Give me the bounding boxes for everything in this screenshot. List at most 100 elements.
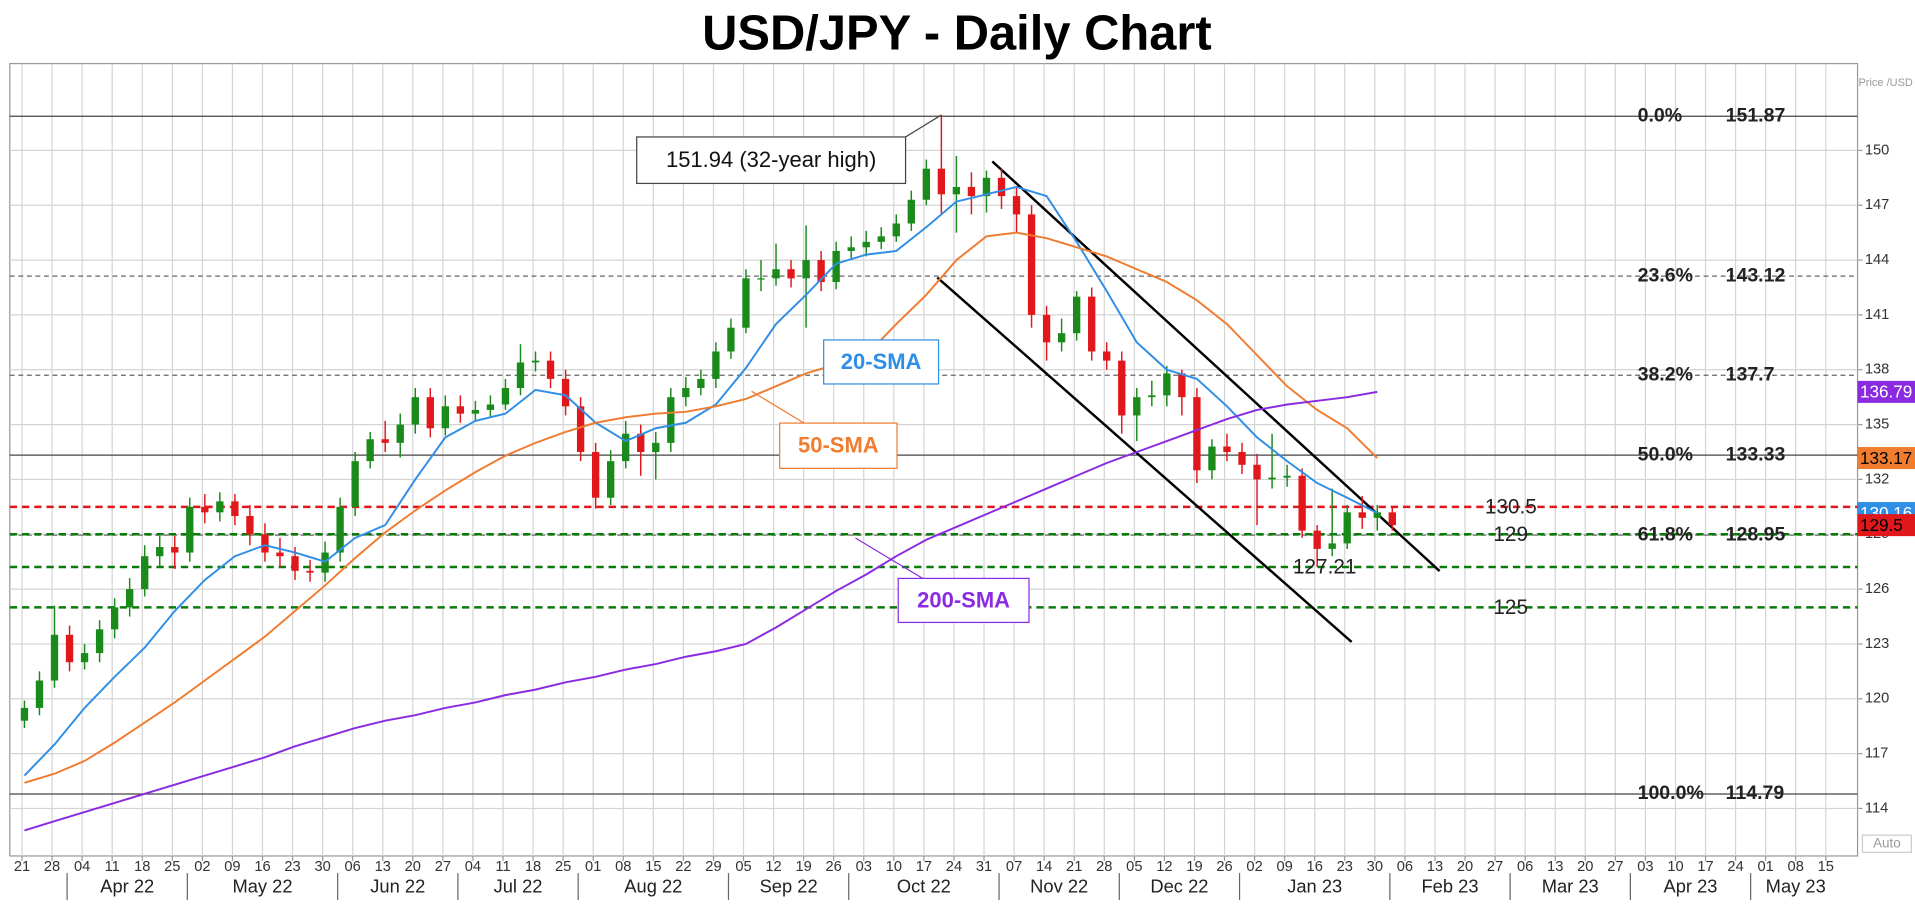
candle-body: [787, 269, 795, 279]
x-tick-label: 25: [555, 859, 571, 875]
candle-body: [261, 534, 269, 553]
candle-body: [306, 570, 314, 573]
price-box: [1857, 447, 1915, 470]
chart-title: USD/JPY - Daily Chart: [702, 7, 1212, 61]
channel-line: [991, 160, 1441, 572]
x-tick-label: 12: [765, 859, 781, 875]
x-tick-label: 30: [1367, 859, 1383, 875]
y-tick-label: 114: [1865, 800, 1888, 816]
x-tick-label: 17: [916, 859, 932, 875]
auto-label[interactable]: Auto: [1873, 835, 1901, 850]
candle-body: [907, 199, 915, 224]
candle-body: [937, 168, 946, 195]
month-label: Apr 23: [1664, 876, 1718, 897]
candle-body: [1343, 512, 1351, 544]
x-tick-label: 22: [675, 859, 691, 875]
fib-label: 23.6%: [1638, 264, 1693, 286]
x-tick-label: 03: [856, 859, 872, 875]
grid: [9, 63, 1863, 900]
price-box: [1857, 514, 1915, 537]
fib-value: 133.33: [1726, 443, 1786, 465]
month-label: Nov 22: [1030, 876, 1088, 897]
x-tick-label: 10: [1667, 859, 1683, 875]
fib-value: 151.87: [1726, 104, 1786, 126]
x-tick-label: 03: [1637, 859, 1653, 875]
x-tick-label: 19: [1186, 859, 1202, 875]
x-tick-label: 27: [1607, 859, 1623, 875]
month-label: Oct 22: [897, 876, 951, 897]
x-tick-label: 06: [1517, 859, 1533, 875]
x-tick-label: 14: [1036, 859, 1052, 875]
candle-body: [125, 589, 134, 608]
x-tick-label: 27: [1487, 859, 1503, 875]
candle-body: [95, 629, 104, 654]
x-tick-label: 20: [405, 859, 421, 875]
x-tick-label: 15: [1818, 859, 1834, 875]
candle-body: [501, 388, 510, 405]
candle-body: [546, 360, 555, 379]
candle-body: [1268, 477, 1276, 480]
auto-button[interactable]: [1861, 834, 1912, 853]
level-label: 129: [1493, 523, 1528, 546]
month-label: Apr 22: [100, 876, 154, 897]
candle-body: [622, 433, 630, 462]
candle-body: [426, 397, 434, 429]
sma-name: 20-SMA: [841, 349, 922, 374]
sma-line: [24, 231, 1378, 784]
candle-body: [456, 406, 465, 414]
x-tick-label: 08: [1788, 859, 1804, 875]
labels: 1141171201231261291321351381411441471502…: [14, 104, 1915, 897]
candle-body: [1373, 512, 1381, 518]
candle-body: [682, 388, 690, 398]
y-tick-label: 132: [1865, 471, 1889, 487]
sma-line: [23, 185, 1378, 777]
x-tick-label: 21: [14, 859, 30, 875]
candle-body: [637, 433, 645, 453]
candle-body: [65, 634, 74, 663]
candle-body: [982, 177, 991, 197]
month-label: Mar 23: [1542, 876, 1599, 897]
candle-body: [110, 607, 119, 630]
x-tick-label: 26: [1216, 859, 1232, 875]
month-label: Jan 23: [1287, 876, 1342, 897]
y-tick-label: 120: [1865, 691, 1889, 707]
x-tick-label: 01: [1758, 859, 1774, 875]
fib-label: 100.0%: [1638, 782, 1704, 804]
x-tick-label: 02: [194, 859, 210, 875]
x-tick-label: 21: [1066, 859, 1082, 875]
candle-body: [1042, 314, 1051, 343]
candle-body: [1088, 296, 1096, 352]
x-tick-label: 15: [645, 859, 661, 875]
y-tick-label: 117: [1865, 745, 1888, 761]
candle-body: [1057, 333, 1066, 343]
x-tick-label: 18: [134, 859, 150, 875]
candle-body: [1118, 360, 1126, 416]
fib-value: 128.95: [1726, 523, 1786, 545]
fib-label: 61.8%: [1638, 523, 1693, 545]
candle-body: [201, 506, 209, 513]
fib-label: 38.2%: [1638, 363, 1693, 385]
x-tick-label: 07: [1006, 859, 1022, 875]
candle-body: [1298, 475, 1306, 531]
x-tick-label: 25: [164, 859, 180, 875]
fib-label: 50.0%: [1638, 443, 1693, 465]
candle-body: [381, 439, 389, 443]
x-tick-label: 28: [1096, 859, 1112, 875]
annotation-text: 151.94 (32-year high): [666, 147, 876, 172]
candle-body: [80, 653, 89, 663]
month-label: May 23: [1766, 876, 1826, 897]
candle-body: [20, 707, 29, 721]
candle-body: [1238, 452, 1246, 465]
candle-body: [336, 506, 344, 553]
month-label: Jun 22: [370, 876, 425, 897]
candle-body: [832, 250, 840, 283]
candle-body: [1163, 373, 1171, 396]
x-tick-label: 30: [314, 859, 330, 875]
candle-body: [922, 168, 931, 200]
candle-body: [757, 278, 765, 280]
sma-box: [897, 577, 1030, 624]
x-tick-label: 13: [1547, 859, 1563, 875]
x-tick-label: 24: [946, 859, 962, 875]
